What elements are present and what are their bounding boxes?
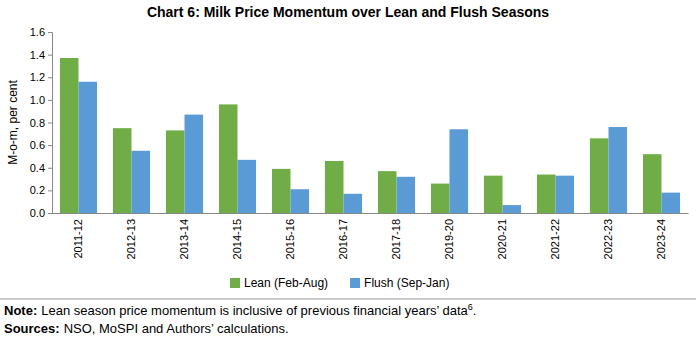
bar [113,128,132,213]
y-axis-title: M-o-m, per cent [6,79,20,164]
legend-swatch [350,278,360,288]
y-tick-label: 0.0 [30,207,45,219]
bar [556,176,575,213]
separator [0,299,696,300]
x-tick-label: 2012-13 [125,219,137,259]
bar [132,151,151,213]
x-tick: 2017-18 [390,213,402,259]
bar [325,161,344,213]
bar [590,138,609,213]
x-tick: 2022-23 [602,213,614,259]
y-tick-label: 1.0 [30,94,45,106]
annotation-label: Note: [4,303,37,318]
annotation-suffix: . [473,303,477,318]
x-tick-label: 2022-23 [602,219,614,259]
bar [79,82,98,213]
y-tick: 0.8 [30,117,52,129]
chart: Chart 6: Milk Price Momentum over Lean a… [0,0,696,343]
x-tick-label: 2019-20 [443,219,455,259]
bar [219,104,238,213]
y-tick: 1.2 [30,71,52,83]
y-tick: 1.0 [30,94,52,106]
y-tick-label: 0.6 [30,139,45,151]
y-axis-line [48,33,53,214]
annotation: Note: Lean season price momentum is inclu… [4,302,476,318]
bars [60,58,680,213]
y-tick-label: 0.2 [30,184,45,196]
x-tick: 2020-21 [496,213,508,259]
bar [166,130,185,213]
y-tick-mark [48,100,52,101]
y-tick-mark [48,145,52,146]
annotation: Sources: NSO, MoSPI and Authors’ calculat… [4,321,289,336]
bar [662,193,681,213]
x-tick-label: 2016-17 [337,219,349,259]
legend-label: Lean (Feb-Aug) [244,276,328,290]
x-tick-label: 2021-22 [549,219,561,259]
y-tick: 0.2 [30,184,52,196]
legend-label: Flush (Sep-Jan) [364,276,449,290]
x-tick-label: 2023-24 [655,219,667,259]
y-tick-mark [48,77,52,78]
bar [291,189,310,213]
legend-swatch [230,278,240,288]
plot: 0.0 0.2 0.4 0.6 0.8 1.0 1.2 1.4 1.6 2011-12 2012-1… [30,26,689,259]
bar [185,115,204,213]
bar [537,175,556,213]
y-tick-label: 1.6 [30,26,45,38]
y-axis: 0.0 0.2 0.4 0.6 0.8 1.0 1.2 1.4 1.6 [30,26,53,219]
bar [450,129,469,213]
bar [344,194,363,213]
y-tick: 1.6 [30,26,52,38]
x-tick: 2011-12 [72,213,84,259]
title: Chart 6: Milk Price Momentum over Lean a… [147,4,549,20]
y-tick-mark [48,213,52,214]
x-tick: 2012-13 [125,213,137,259]
annotation-text: NSO, MoSPI and Authors’ calculations. [64,321,289,336]
bar [238,160,257,213]
x-tick: 2015-16 [284,213,296,259]
y-tick: 0.4 [30,162,52,174]
x-tick: 2014-15 [231,213,243,259]
x-tick: 2023-24 [655,213,667,259]
bar [272,169,291,213]
y-tick: 1.4 [30,49,52,61]
bar [60,58,79,213]
x-tick-label: 2017-18 [390,219,402,259]
bar [378,171,397,213]
annotation-label: Sources: [4,321,60,336]
x-tick: 2021-22 [549,213,561,259]
bar [609,127,628,213]
y-tick-label: 0.4 [30,162,45,174]
x-tick-label: 2015-16 [284,219,296,259]
y-tick: 0.0 [30,207,52,219]
x-tick-label: 2011-12 [72,219,84,259]
x-tick: 2016-17 [337,213,349,259]
x-tick: 2019-20 [443,213,455,259]
x-tick-label: 2014-15 [231,219,243,259]
bar [397,177,416,213]
bar [503,205,522,213]
x-tick-label: 2020-21 [496,219,508,259]
y-tick-mark [48,123,52,124]
x-axis-line [53,213,689,214]
annotation-text: Lean season price momentum is inclusive … [41,303,468,318]
y-tick-mark [48,32,52,33]
y-tick-mark [48,55,52,56]
x-tick: 2013-14 [178,213,190,259]
y-tick-label: 1.2 [30,71,45,83]
y-tick: 0.6 [30,139,52,151]
y-tick-label: 1.4 [30,49,45,61]
legend: Lean (Feb-Aug) Flush (Sep-Jan) [230,276,449,290]
bar [484,176,503,213]
y-tick-mark [48,190,52,191]
y-tick-label: 0.8 [30,117,45,129]
y-tick-mark [48,168,52,169]
bar [431,184,450,213]
bar [643,154,662,213]
x-axis: 2011-12 2012-13 2013-14 2014-15 2015-16 2016-… [53,213,689,259]
x-tick-label: 2013-14 [178,219,190,259]
